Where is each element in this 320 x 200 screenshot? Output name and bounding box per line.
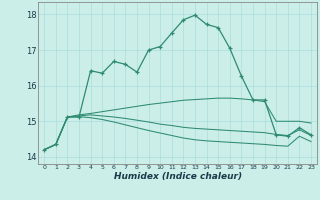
X-axis label: Humidex (Indice chaleur): Humidex (Indice chaleur) bbox=[114, 172, 242, 181]
